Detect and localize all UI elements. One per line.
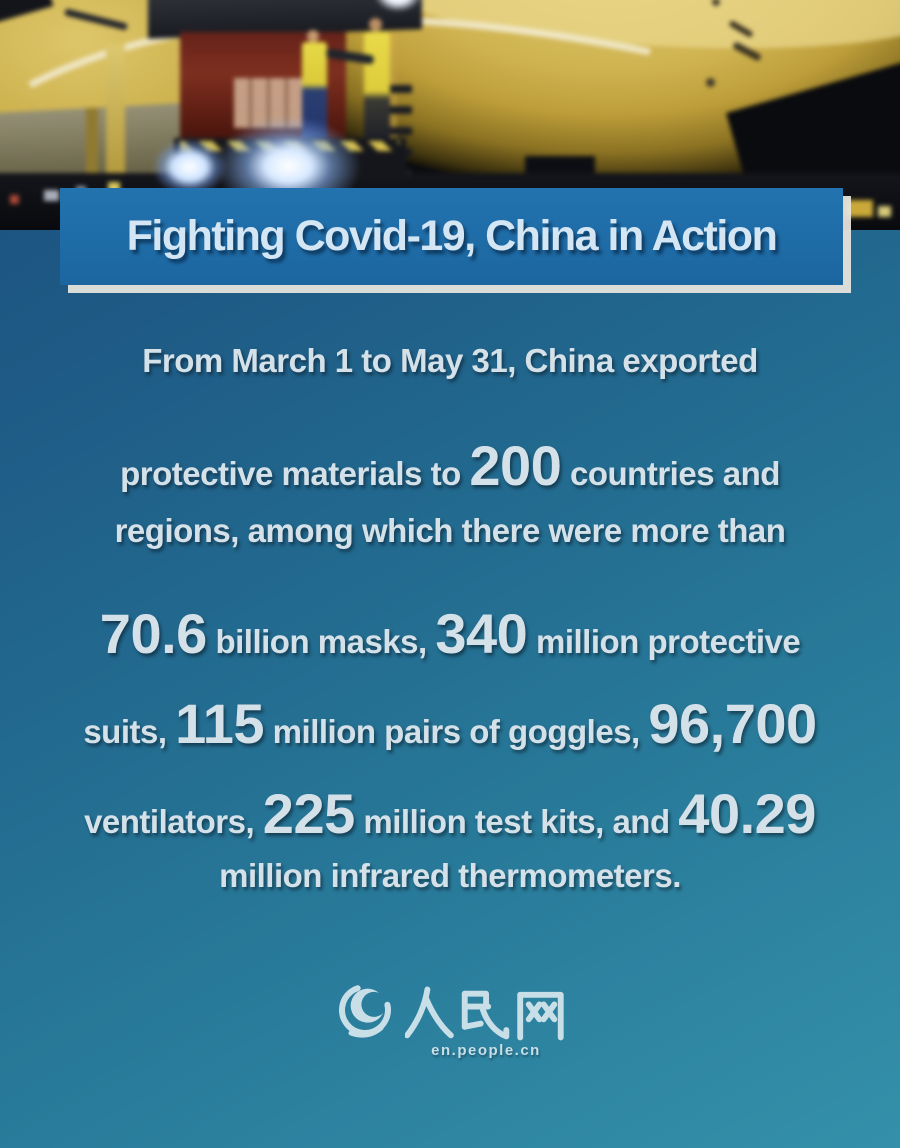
stats-line: suits, 115 million pairs of goggles, 96,… [0,696,900,752]
stats-line: million infrared thermometers. [0,859,900,892]
stat-number: 225 [262,782,355,845]
intro-text: From March 1 to May 31, China exported [142,342,758,379]
ground-equipment [525,156,595,178]
ground-light [878,206,891,217]
stat-number: 70.6 [99,602,208,665]
text-run: billion masks, [206,623,436,660]
text-run: suits, [83,713,176,750]
logo-site-url: en.people.cn [431,1042,541,1059]
people-daily-wordmark-icon [405,986,564,1041]
people-daily-logo: 人民网 en.people.cn [0,980,900,1059]
stat-number: 96,700 [648,692,817,755]
loader-post [106,44,125,182]
people-daily-globe-icon [339,984,391,1038]
text-run: protective materials to [120,455,470,492]
light-glare [152,138,227,196]
ceiling-light [374,0,422,12]
ground-light [845,200,873,217]
fuselage-marking [706,78,715,87]
stat-number: 340 [435,602,528,665]
stat-number: 200 [469,434,562,497]
text-run: million infrared thermometers. [219,857,681,894]
stats-line: regions, among which there were more tha… [0,514,900,547]
worker-head [369,18,382,31]
stats-line: 70.6 billion masks, 340 million protecti… [0,606,900,662]
worker-hivis-vest [364,32,390,140]
text-run: million protective [527,623,801,660]
text-run: million test kits, and [354,803,679,840]
stat-number: 40.29 [678,782,816,845]
text-run: regions, among which there were more tha… [114,512,786,549]
loader-post [86,108,98,183]
text-run: ventilators, [84,803,263,840]
stats-line: ventilators, 225 million test kits, and … [0,786,900,842]
stat-number: 115 [175,692,265,755]
poster-title: Fighting Covid-19, China in Action [126,212,778,260]
fuselage-marking [712,0,720,6]
logo-row: 人民网 [335,980,565,1042]
ground-light [10,195,19,204]
stats-line: protective materials to 200 countries an… [0,438,900,494]
worker-head [307,30,319,42]
text-run: million pairs of goggles, [264,713,649,750]
ground-light [44,190,59,201]
text-run: countries and [561,455,780,492]
title-banner: Fighting Covid-19, China in Action [60,188,843,285]
